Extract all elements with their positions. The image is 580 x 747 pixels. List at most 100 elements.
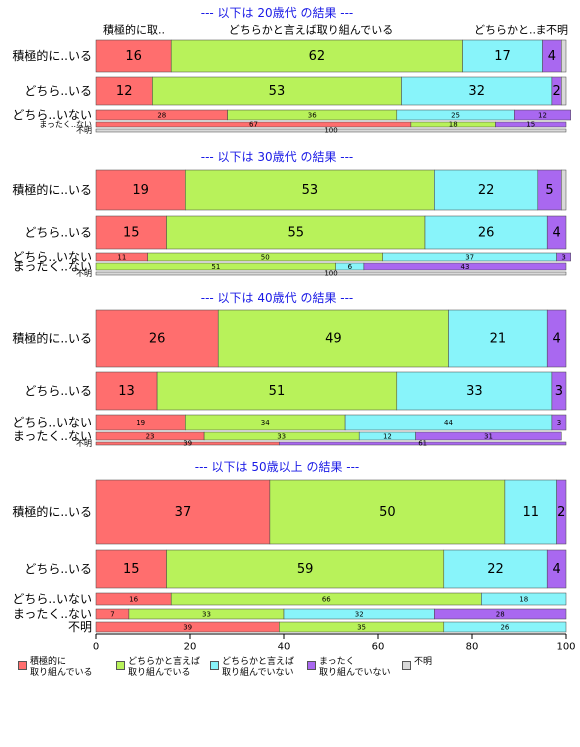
bar-segment bbox=[556, 479, 567, 545]
data-label: 33 bbox=[202, 611, 211, 619]
x-tick-label: 0 bbox=[93, 642, 99, 653]
row-label: どちら..いる bbox=[24, 84, 92, 98]
row-label: 積極的に..いる bbox=[12, 331, 92, 346]
data-label: 22 bbox=[478, 183, 495, 198]
bar-segment bbox=[424, 215, 548, 250]
bar-segment bbox=[95, 479, 271, 545]
bar-segment bbox=[166, 215, 426, 250]
x-tick-label: 40 bbox=[278, 642, 291, 653]
data-label: 18 bbox=[449, 121, 458, 129]
data-label: 53 bbox=[302, 183, 319, 198]
data-label: 39 bbox=[183, 440, 192, 448]
data-label: 16 bbox=[125, 49, 142, 64]
data-label: 26 bbox=[500, 624, 509, 632]
data-label: 17 bbox=[494, 49, 511, 64]
bar-segment bbox=[434, 608, 567, 620]
bar-segment bbox=[95, 309, 219, 368]
legend-swatch bbox=[116, 661, 125, 670]
data-label: 35 bbox=[357, 624, 366, 632]
header-label: 積極的に取.. bbox=[103, 23, 165, 37]
bar-segment bbox=[415, 431, 562, 441]
bar-segment bbox=[514, 109, 571, 121]
data-label: 7 bbox=[110, 611, 114, 619]
data-label: 22 bbox=[487, 562, 504, 577]
data-label: 15 bbox=[123, 226, 140, 241]
data-label: 15 bbox=[526, 121, 535, 129]
data-label: 51 bbox=[211, 263, 220, 271]
data-label: 59 bbox=[297, 562, 314, 577]
legend-label: 不明 bbox=[414, 657, 433, 667]
row-label: どちら..いない bbox=[12, 416, 92, 430]
row-label: 積極的に..いる bbox=[12, 182, 92, 197]
data-label: 5 bbox=[545, 183, 553, 198]
data-label: 26 bbox=[478, 226, 495, 241]
data-label: 28 bbox=[157, 112, 166, 120]
data-label: 3 bbox=[555, 384, 563, 399]
bar-segment bbox=[556, 252, 571, 262]
bar-segment bbox=[95, 549, 167, 589]
chart-legend: 積極的に 取り組んでいる どちらかと言えば 取り組んでいる どちらかと言えば 取り組… bbox=[18, 657, 578, 691]
x-tick-label: 100 bbox=[556, 642, 575, 653]
bar-segment bbox=[279, 441, 567, 446]
header-label: どちらかと.. bbox=[474, 24, 536, 37]
data-label: 3 bbox=[561, 254, 565, 262]
data-label: 11 bbox=[117, 254, 126, 262]
bar-segment bbox=[95, 76, 153, 106]
row-label: 不明 bbox=[68, 620, 92, 634]
data-label: 50 bbox=[379, 505, 396, 520]
bar-segment bbox=[95, 169, 186, 211]
data-label: 19 bbox=[136, 419, 145, 427]
data-label: 2 bbox=[557, 505, 565, 520]
data-label: 36 bbox=[308, 112, 317, 120]
bar-segment bbox=[462, 39, 543, 73]
data-label: 16 bbox=[129, 596, 138, 604]
x-tick-label: 80 bbox=[466, 642, 479, 653]
bar-segment bbox=[95, 215, 167, 250]
bar-segment bbox=[561, 39, 567, 73]
bar-segment bbox=[217, 309, 449, 368]
bar-segment bbox=[443, 621, 567, 633]
data-label: 49 bbox=[325, 332, 342, 347]
bar-segment bbox=[551, 414, 567, 431]
bar-segment bbox=[448, 309, 548, 368]
bar-segment bbox=[561, 76, 567, 106]
data-label: 33 bbox=[466, 384, 483, 399]
legend-swatch bbox=[402, 661, 411, 670]
header-label: ま bbox=[536, 24, 547, 37]
data-label: 39 bbox=[183, 624, 192, 632]
data-label: 67 bbox=[249, 121, 258, 129]
data-label: 2 bbox=[552, 84, 560, 99]
data-label: 44 bbox=[444, 419, 453, 427]
legend-swatch bbox=[307, 661, 316, 670]
data-label: 66 bbox=[322, 596, 331, 604]
data-label: 6 bbox=[348, 263, 353, 271]
data-label: 33 bbox=[277, 433, 286, 441]
data-label: 4 bbox=[552, 562, 560, 577]
data-label: 18 bbox=[519, 596, 528, 604]
data-label: 12 bbox=[116, 84, 133, 99]
bar-segment bbox=[166, 549, 445, 589]
header-label: どちらかと言えば取り組んでいる bbox=[229, 24, 393, 37]
row-label: どちら..いる bbox=[24, 384, 92, 398]
data-label: 23 bbox=[146, 433, 155, 441]
bar-segment bbox=[504, 479, 557, 545]
data-label: 100 bbox=[324, 127, 337, 135]
data-label: 55 bbox=[287, 226, 304, 241]
row-label: 積極的に..いる bbox=[12, 504, 92, 519]
data-label: 4 bbox=[552, 332, 560, 347]
legend-swatch bbox=[210, 661, 219, 670]
bar-segment bbox=[546, 215, 567, 250]
data-label: 4 bbox=[552, 226, 560, 241]
header-label: 不明 bbox=[546, 24, 568, 37]
data-label: 50 bbox=[261, 254, 270, 262]
row-label: まったく..ない bbox=[13, 429, 92, 443]
bar-segment bbox=[546, 309, 567, 368]
x-tick-label: 20 bbox=[184, 642, 197, 653]
data-label: 11 bbox=[522, 505, 539, 520]
bar-segment bbox=[95, 128, 567, 133]
bar-segment bbox=[396, 371, 553, 411]
data-label: 62 bbox=[309, 49, 326, 64]
panel-title: --- 以下は 30歳代 の結果 --- bbox=[201, 150, 354, 164]
bar-segment bbox=[170, 39, 463, 73]
bar-segment bbox=[546, 549, 567, 589]
